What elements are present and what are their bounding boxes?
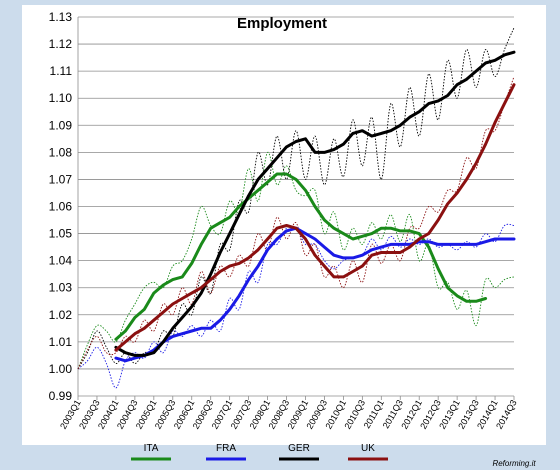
trend-line-ger [114,50,516,357]
y-tick-label: 1.08 [49,145,73,159]
y-tick-label: 1.13 [49,10,73,24]
y-tick-label: 0.99 [49,389,73,403]
y-tick-label: 1.01 [49,335,73,349]
y-tick-label: 1.04 [49,254,73,268]
legend-label-fra: FRA [216,443,236,454]
trend-line-uk [114,83,516,352]
raw-line-uk [77,76,515,370]
trend-series-lines [114,50,516,363]
y-tick-label: 1.07 [49,172,73,186]
y-tick-label: 1.05 [49,227,73,241]
trend-line-fra [114,226,516,363]
legend-label-ita: ITA [144,443,159,454]
y-tick-label: 1.03 [49,281,73,295]
y-tick-label: 1.10 [49,91,73,105]
legend: ITA FRA GER UK [131,443,388,461]
y-tick-label: 1.02 [49,308,73,322]
raw-line-ita [77,151,515,370]
y-tick-label: 1.12 [49,37,73,51]
legend-label-uk: UK [361,443,375,454]
gridlines [77,16,514,397]
credit-text: Reforming.it [492,459,536,468]
legend-label-ger: GER [288,443,310,454]
chart-title: Employment [237,15,327,32]
y-tick-label: 1.09 [49,118,73,132]
y-tick-label: 1.00 [49,362,73,376]
y-tick-label: 1.11 [50,64,73,78]
y-tick-label: 1.06 [49,200,73,214]
raw-line-fra [77,223,515,389]
y-axis-ticks: 0.99 1.00 1.01 1.02 1.03 1.04 1.05 1.06 1.07 1.08… [49,10,73,403]
